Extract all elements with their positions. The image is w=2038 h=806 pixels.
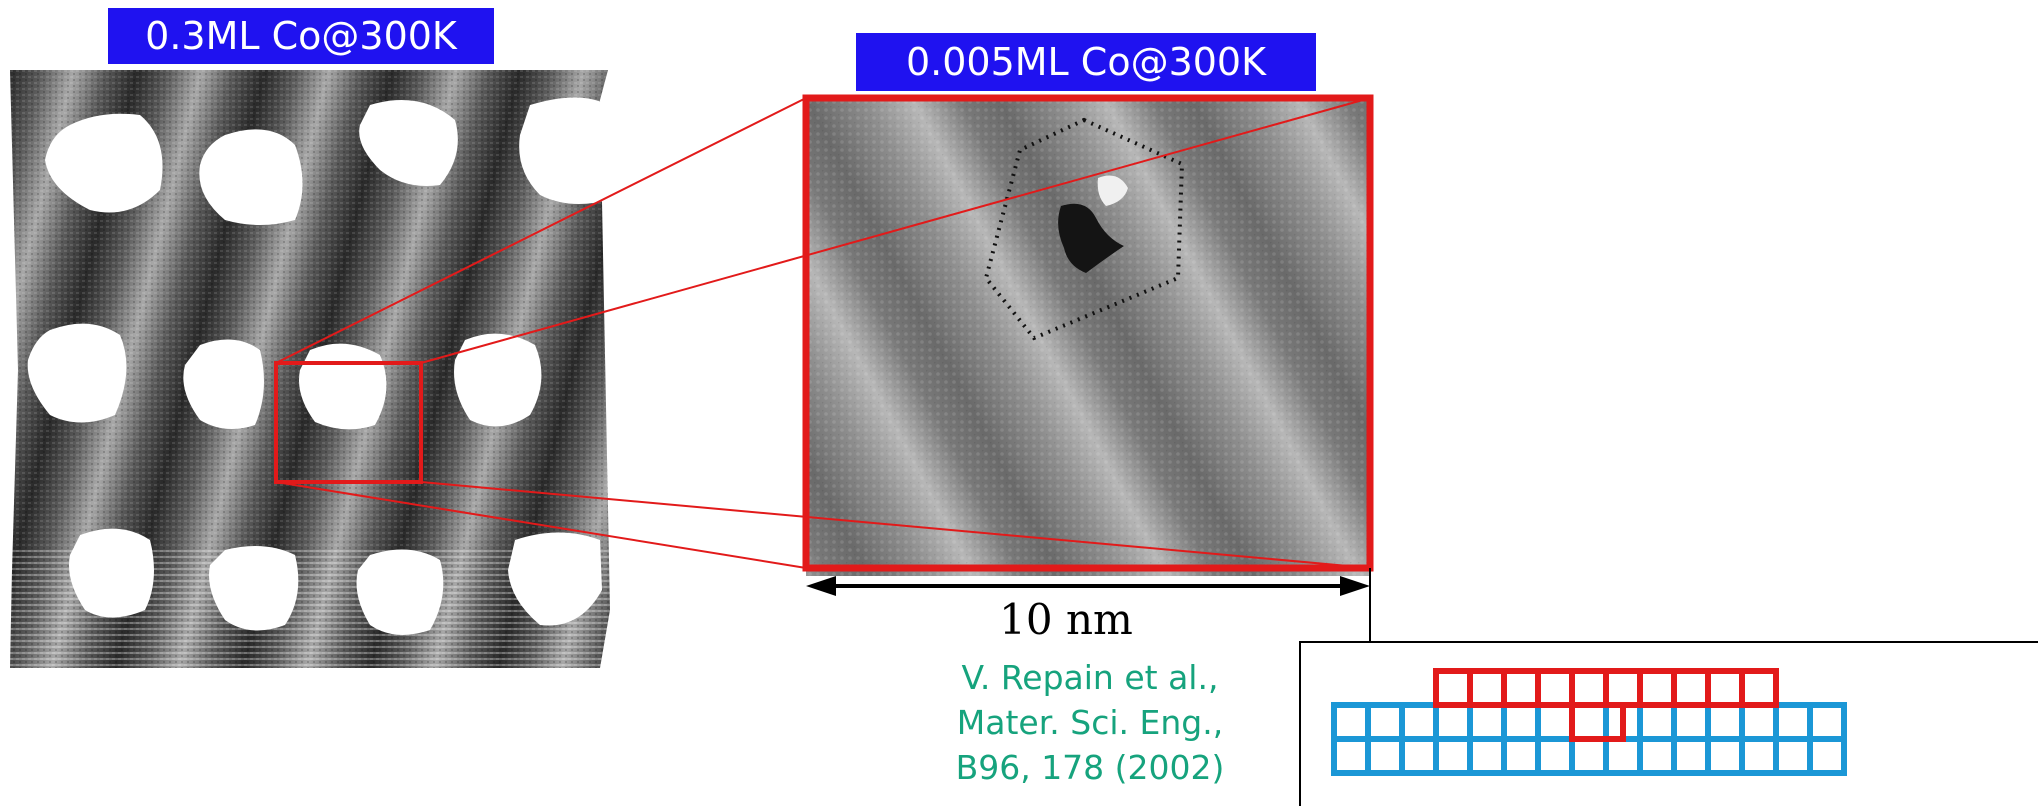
substrate-cell [1365,702,1405,742]
label-0.3ml: 0.3ML Co@300K [108,8,494,64]
substrate-cell [1433,702,1473,742]
substrate-cell [1637,736,1677,776]
zoom-image-frame [802,94,1374,572]
adatom-cell [1739,668,1779,708]
substrate-cell [1535,736,1575,776]
substrate-cell [1637,702,1677,742]
substrate-cell [1807,736,1847,776]
adatom-cell [1433,668,1473,708]
adatom-cell [1569,668,1609,708]
substrate-cell [1399,736,1439,776]
substrate-cell [1399,702,1439,742]
citation-line-2: Mater. Sci. Eng., [956,703,1224,742]
adatom-cell [1535,668,1575,708]
defect-dark [1058,203,1124,273]
defect-bright [1097,175,1128,206]
adatom-cell [1705,668,1745,708]
substrate-cell [1535,702,1575,742]
cobalt-islands [27,97,608,635]
substrate-cell [1773,736,1813,776]
substrate-cell [1467,702,1507,742]
substrate-cell [1331,736,1371,776]
substrate-cell [1739,702,1779,742]
zoom-connector-lines [275,97,1371,569]
substrate-cell [1501,702,1541,742]
adatom-cell [1501,668,1541,708]
substrate-cell [1773,702,1813,742]
substrate-cell [1807,702,1847,742]
lattice-panel-frame [1299,568,2038,806]
adatom-cell [1671,668,1711,708]
substrate-cell [1705,702,1745,742]
adatom-cell [1637,668,1677,708]
adatom-cell [1603,668,1643,708]
zoom-region-box [274,361,423,484]
scale-bar-label: 10 nm [999,595,1133,644]
citation-line-3: B96, 178 (2002) [955,748,1225,787]
substrate-cell [1569,736,1609,776]
embedded-atom-cell [1569,702,1626,742]
citation-line-1: V. Repain et al., [961,658,1219,697]
substrate-cell [1739,736,1779,776]
substrate-cell [1671,736,1711,776]
hexagon-outline [983,117,1185,341]
label-0.005ml: 0.005ML Co@300K [856,33,1316,91]
substrate-cell [1433,736,1473,776]
substrate-cell [1365,736,1405,776]
substrate-cell [1671,702,1711,742]
scale-bar-arrow [806,576,1370,596]
substrate-cell [1467,736,1507,776]
lattice-schematic [1331,668,1847,776]
substrate-cell [1331,702,1371,742]
substrate-cell [1705,736,1745,776]
adatom-cell [1467,668,1507,708]
substrate-cell [1501,736,1541,776]
stm-image-0.3ml [10,70,610,668]
substrate-cell [1569,702,1609,742]
substrate-cell [1603,736,1643,776]
